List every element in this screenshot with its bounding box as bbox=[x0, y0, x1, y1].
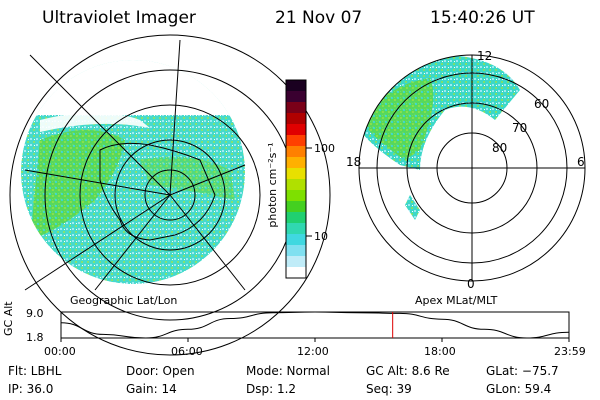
colorbar-swatch bbox=[286, 80, 306, 92]
status-mode: Mode: Normal bbox=[246, 364, 330, 378]
geographic-map bbox=[9, 34, 331, 356]
status-dsp: Dsp: 1.2 bbox=[246, 382, 297, 396]
altitude-x-ticks bbox=[60, 338, 570, 342]
apex-label: Apex MLat/MLT bbox=[415, 294, 498, 307]
colorbar-swatch bbox=[286, 124, 306, 136]
mlt-label-18: 18 bbox=[346, 155, 361, 169]
xtick-label-0600: 06:00 bbox=[171, 345, 203, 358]
colorbar-tick-10: 10 bbox=[314, 230, 328, 243]
colorbar-swatch bbox=[286, 245, 306, 257]
header-date: 21 Nov 07 bbox=[275, 8, 363, 28]
status-gcalt: GC Alt: 8.6 Re bbox=[366, 364, 450, 378]
altitude-plot bbox=[60, 311, 570, 342]
xtick-label-2359: 23:59 bbox=[554, 345, 586, 358]
status-gain: Gain: 14 bbox=[126, 382, 177, 396]
colorbar-swatch bbox=[286, 212, 306, 224]
colorbar bbox=[285, 79, 307, 279]
geo-auroral-emission bbox=[21, 60, 245, 284]
colorbar-frame bbox=[285, 79, 307, 279]
colorbar-swatch bbox=[286, 256, 306, 268]
mlat-label-70: 70 bbox=[512, 121, 527, 135]
xtick-label-1200: 12:00 bbox=[297, 345, 329, 358]
mlat-label-60: 60 bbox=[534, 97, 549, 111]
colorbar-label: photon cm⁻²s⁻¹ bbox=[266, 142, 279, 227]
altitude-ytick-min: 1.8 bbox=[26, 331, 44, 344]
coastline-outline bbox=[99, 142, 216, 241]
mlt-label-6: 6 bbox=[577, 155, 585, 169]
altitude-ytick-max: 9.0 bbox=[26, 307, 44, 320]
colorbar-swatch bbox=[286, 234, 306, 246]
altitude-curve bbox=[60, 311, 569, 339]
app-title: Ultraviolet Imager bbox=[42, 8, 196, 28]
mag-auroral-emission bbox=[360, 55, 520, 220]
colorbar-swatch bbox=[286, 201, 306, 213]
status-flt: Flt: LBHL bbox=[8, 364, 62, 378]
status-glat: GLat: −75.7 bbox=[486, 364, 559, 378]
colorbar-swatch bbox=[286, 102, 306, 114]
colorbar-swatch bbox=[286, 135, 306, 147]
colorbar-swatch bbox=[286, 91, 306, 103]
colorbar-swatch bbox=[286, 223, 306, 235]
status-glon: GLon: 59.4 bbox=[486, 382, 552, 396]
xtick-label-0000: 00:00 bbox=[44, 345, 76, 358]
xtick-label-1800: 18:00 bbox=[424, 345, 456, 358]
header-time: 15:40:26 UT bbox=[430, 8, 535, 28]
colorbar-swatch bbox=[286, 267, 306, 279]
mag-grid bbox=[358, 54, 586, 282]
status-ip: IP: 36.0 bbox=[8, 382, 54, 396]
geographic-label: Geographic Lat/Lon bbox=[70, 294, 178, 307]
mlat-label-80: 80 bbox=[492, 141, 507, 155]
colorbar-swatch bbox=[286, 190, 306, 202]
altitude-ylabel: GC Alt bbox=[2, 301, 15, 336]
mlt-label-12: 12 bbox=[477, 49, 492, 63]
status-seq: Seq: 39 bbox=[366, 382, 412, 396]
colorbar-tick-100: 100 bbox=[314, 142, 335, 155]
magnetic-polar-plot: 12 18 6 0 60 70 80 bbox=[346, 49, 586, 291]
colorbar-swatch bbox=[286, 157, 306, 169]
colorbar-swatch bbox=[286, 113, 306, 125]
colorbar-swatch bbox=[286, 179, 306, 191]
mlt-label-0: 0 bbox=[467, 277, 475, 291]
geo-grid bbox=[9, 34, 331, 356]
status-door: Door: Open bbox=[126, 364, 195, 378]
colorbar-swatch bbox=[286, 168, 306, 180]
colorbar-swatch bbox=[286, 146, 306, 158]
